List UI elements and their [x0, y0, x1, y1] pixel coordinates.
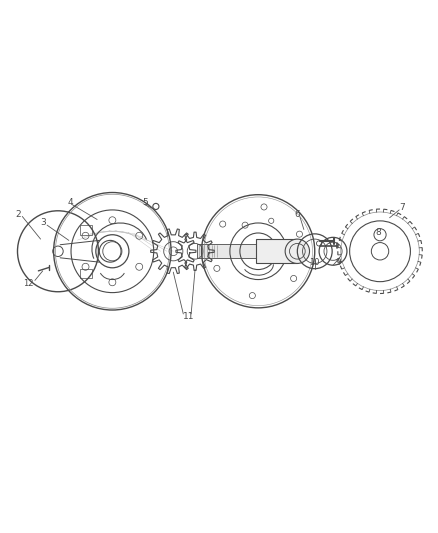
Bar	[256, 239, 297, 263]
Text: 7: 7	[399, 203, 405, 212]
Text: 12: 12	[23, 279, 34, 287]
Text: 3: 3	[40, 219, 46, 228]
Text: 11: 11	[183, 312, 194, 321]
Text: 4: 4	[67, 198, 73, 207]
Circle shape	[285, 239, 310, 263]
Text: 6: 6	[294, 210, 300, 219]
Bar	[197, 244, 257, 258]
Text: 8: 8	[375, 228, 381, 237]
Text: 5: 5	[142, 198, 148, 207]
Text: 10: 10	[310, 257, 320, 266]
Text: 9: 9	[335, 257, 341, 266]
Text: 2: 2	[15, 210, 21, 219]
